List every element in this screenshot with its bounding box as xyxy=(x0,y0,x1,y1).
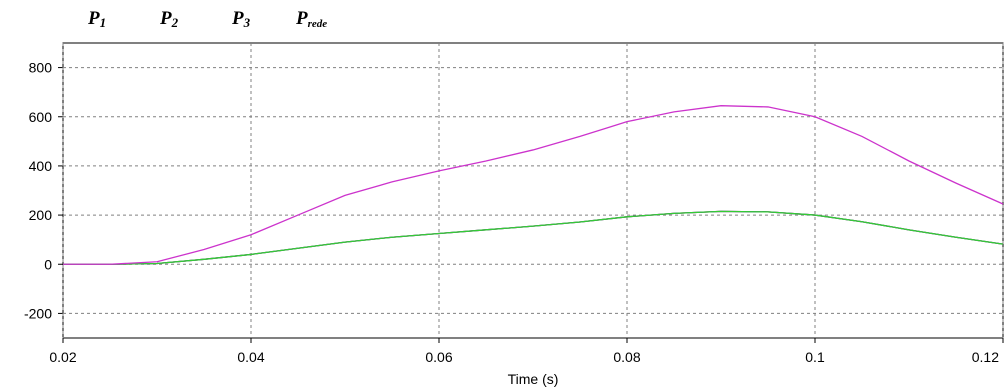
legend-entry: P1 xyxy=(87,8,106,30)
x-tick-label: 0.1 xyxy=(805,349,825,365)
y-tick-label: 600 xyxy=(29,109,53,125)
x-tick-label: 0.04 xyxy=(237,349,264,365)
x-tick-label: 0.08 xyxy=(613,349,640,365)
y-tick-label: -200 xyxy=(24,305,52,321)
x-axis-label: Time (s) xyxy=(508,371,559,387)
y-tick-label: 0 xyxy=(44,256,52,272)
legend-entry: P2 xyxy=(159,8,179,30)
plot-frame xyxy=(62,42,1004,339)
legend-entry: Prede xyxy=(295,8,327,30)
x-tick-label: 0.12 xyxy=(972,349,999,365)
series-line xyxy=(63,210,1004,265)
y-tick-label: 200 xyxy=(29,207,53,223)
legend-entry: P3 xyxy=(231,8,251,30)
y-tick-label: 800 xyxy=(29,60,53,76)
x-tick-label: 0.02 xyxy=(49,349,76,365)
series-line xyxy=(63,105,1004,265)
x-tick-label: 0.06 xyxy=(425,349,452,365)
y-tick-label: 400 xyxy=(29,158,53,174)
